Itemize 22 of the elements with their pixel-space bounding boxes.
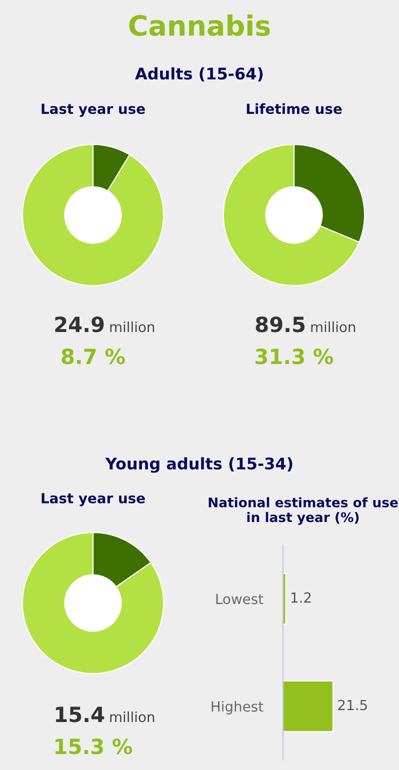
text: 15.4	[56, 706, 104, 722]
text: 89.5	[256, 316, 305, 332]
chart-title: Last year use	[42, 493, 145, 506]
y-tick-label: Highest	[212, 700, 264, 714]
text: 31.3 %	[256, 348, 334, 364]
y-tick-label: Lowest	[216, 594, 264, 604]
donut-slice	[22, 532, 164, 674]
data-label: 21.5	[338, 700, 367, 710]
data-label: 1.2	[291, 592, 311, 603]
text: million	[110, 711, 154, 722]
chart-title: Last year use	[42, 104, 145, 117]
text: Cannabis	[129, 14, 270, 36]
text: 24.9	[55, 316, 104, 332]
text: million	[110, 321, 154, 332]
text: 8.7 %	[62, 348, 125, 364]
text: million	[311, 321, 356, 332]
chart-title: National estimates of use in last year (%)	[208, 497, 398, 525]
text: Young adults (15-34)	[105, 457, 292, 473]
text: 15.3 %	[56, 738, 132, 754]
text: Adults (15-64)	[135, 67, 263, 82]
chart-title: Lifetime use	[246, 103, 342, 114]
donut-slice	[22, 144, 164, 286]
